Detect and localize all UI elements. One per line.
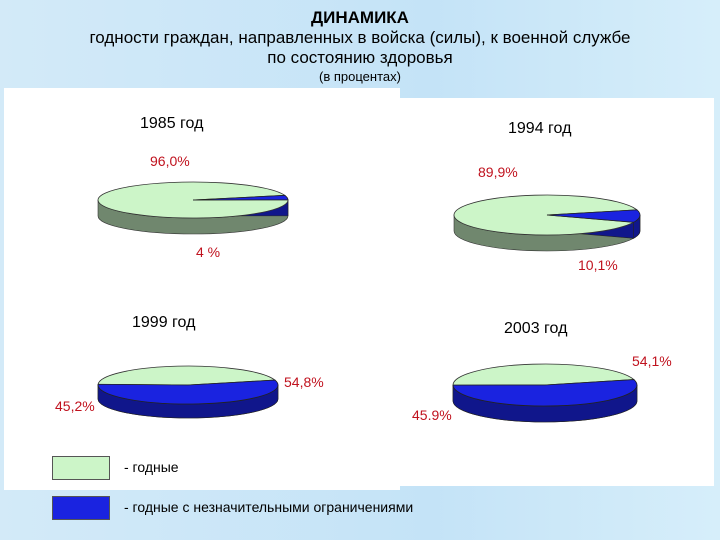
pie-1-label-fit: 96,0% [150, 153, 190, 169]
legend-label-limited: - годные с незначительными ограничениями [124, 499, 414, 515]
legend-swatch-limited [52, 496, 110, 520]
pie-4-slice-limited [452, 379, 638, 407]
legend-label-fit: - годные [124, 459, 179, 475]
title-units: (в процентах) [319, 69, 401, 84]
pie-4-title: 2003 год [504, 320, 568, 337]
title-subtitle-2: по состоянию здоровья [267, 48, 453, 67]
pie-2-slice-limited [546, 209, 641, 223]
pie-3-slice-limited [97, 379, 279, 405]
pie-3-label-limited: 54,8% [284, 374, 324, 390]
pie-1-title: 1985 год [140, 115, 204, 132]
pie-1-slice-limited [192, 194, 289, 201]
title-main: ДИНАМИКА [311, 8, 409, 27]
pie-2-label-fit: 89,9% [478, 164, 518, 180]
pie-2-slice-fit [453, 194, 638, 236]
title-block: ДИНАМИКА годности граждан, направленных … [0, 8, 720, 85]
pie-3-label-fit: 45,2% [55, 398, 95, 414]
pie-4-slice-fit [452, 363, 635, 386]
chart-panel-left [4, 88, 400, 490]
pie-4-label-fit: 45.9% [412, 407, 452, 423]
pie-4-label-limited: 54,1% [632, 353, 672, 369]
title-subtitle: годности граждан, направленных в войска … [89, 28, 631, 47]
legend-swatch-fit [52, 456, 110, 480]
pie-3-slice-fit [97, 365, 277, 386]
pie-2-label-limited: 10,1% [578, 257, 618, 273]
pie-2-title: 1994 год [508, 120, 572, 137]
pie-1-label-limited: 4 % [196, 244, 220, 260]
pie-3-title: 1999 год [132, 314, 196, 331]
